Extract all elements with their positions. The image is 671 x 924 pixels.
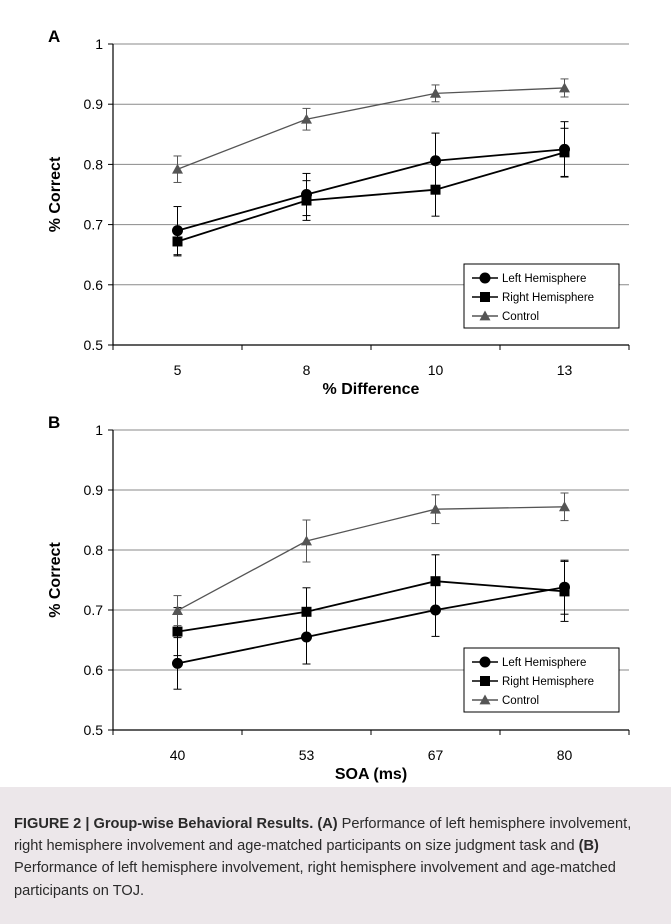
x-tick-label: 80	[557, 747, 573, 763]
series-line	[177, 586, 565, 665]
panel-label: A	[48, 27, 60, 46]
data-point	[172, 163, 183, 174]
series-line	[177, 148, 565, 232]
y-tick-label: 0.9	[84, 482, 104, 498]
data-point	[559, 501, 570, 512]
series-square	[172, 127, 570, 257]
series-line	[177, 506, 565, 612]
data-point	[301, 631, 312, 643]
x-axis-label: SOA (ms)	[335, 766, 407, 783]
legend-label: Right Hemisphere	[502, 292, 594, 304]
y-tick-label: 0.6	[84, 662, 104, 678]
data-point	[172, 236, 183, 247]
caption-part-a-label: (A)	[317, 816, 338, 832]
x-tick-label: 5	[174, 362, 182, 378]
data-point	[172, 657, 183, 669]
series-line	[177, 87, 565, 170]
legend-label: Control	[502, 311, 539, 323]
x-tick-label: 40	[170, 747, 186, 763]
data-point	[301, 195, 312, 206]
panel-label: B	[48, 413, 60, 432]
data-point	[301, 606, 312, 617]
series-triangle	[172, 78, 570, 183]
legend-marker	[479, 272, 491, 284]
x-axis-label: % Difference	[323, 381, 420, 398]
caption-part-a-text: Performance of left hemisphere involveme…	[14, 816, 632, 855]
legend-marker	[479, 310, 491, 321]
data-point	[559, 586, 570, 597]
data-point	[430, 503, 441, 514]
legend-label: Left Hemisphere	[502, 657, 586, 669]
panel-b: B 0.5 0.6 0.7 0.8 0.9 1 40 53 67 80 SOA (ms) % Corre…	[47, 413, 630, 783]
y-tick-label: 0.6	[84, 277, 104, 293]
legend: Left Hemisphere Right Hemisphere Control	[463, 647, 620, 713]
panel-a: A 0.5 0.6 0.7 0.8 0.9 1 5 8 10 13 % Difference % Cor…	[47, 27, 630, 398]
legend-label: Right Hemisphere	[502, 676, 594, 688]
caption-part-b-label: (B)	[578, 838, 599, 855]
data-point	[301, 535, 312, 546]
data-point	[172, 626, 183, 637]
legend-label: Left Hemisphere	[502, 273, 586, 285]
caption-label: FIGURE 2 | Group-wise Behavioral Results…	[14, 816, 314, 832]
legend-marker	[479, 694, 491, 705]
y-tick-label: 0.5	[84, 722, 104, 738]
y-axis-label: % Correct	[47, 542, 64, 618]
figure-caption: FIGURE 2 | Group-wise Behavioral Results…	[0, 787, 671, 924]
data-point	[559, 147, 570, 158]
legend-marker	[480, 676, 490, 686]
y-tick-label: 1	[95, 422, 103, 438]
data-point	[430, 87, 441, 98]
series-line	[177, 580, 565, 633]
y-tick-label: 0.5	[84, 337, 104, 353]
legend: Left Hemisphere Right Hemisphere Control	[463, 263, 620, 329]
x-tick-label: 53	[299, 747, 315, 763]
x-tick-label: 13	[557, 362, 573, 378]
y-tick-label: 0.8	[84, 156, 104, 172]
x-tick-label: 67	[428, 747, 444, 763]
series-triangle	[172, 492, 570, 627]
legend-label: Control	[502, 695, 539, 707]
series-circle	[172, 559, 570, 690]
data-point	[430, 576, 441, 587]
y-tick-label: 0.7	[84, 602, 104, 618]
data-point	[172, 605, 183, 615]
y-tick-label: 0.9	[84, 96, 104, 112]
x-tick-label: 10	[428, 362, 444, 378]
data-point	[559, 82, 570, 93]
y-axis-label: % Correct	[47, 156, 64, 232]
series-circle	[172, 121, 570, 256]
series-line	[177, 151, 565, 243]
y-tick-label: 0.8	[84, 542, 104, 558]
y-tick-label: 0.7	[84, 217, 104, 233]
series-square	[172, 554, 570, 657]
data-point	[430, 184, 441, 195]
data-point	[301, 113, 312, 124]
legend-marker	[480, 292, 490, 302]
y-tick-label: 1	[95, 36, 103, 52]
figure-svg: A 0.5 0.6 0.7 0.8 0.9 1 5 8 10 13 % Difference % Cor…	[47, 27, 630, 783]
legend-marker	[479, 656, 491, 668]
x-tick-label: 8	[303, 362, 311, 378]
caption-part-b-text: Performance of left hemisphere involveme…	[14, 860, 616, 899]
